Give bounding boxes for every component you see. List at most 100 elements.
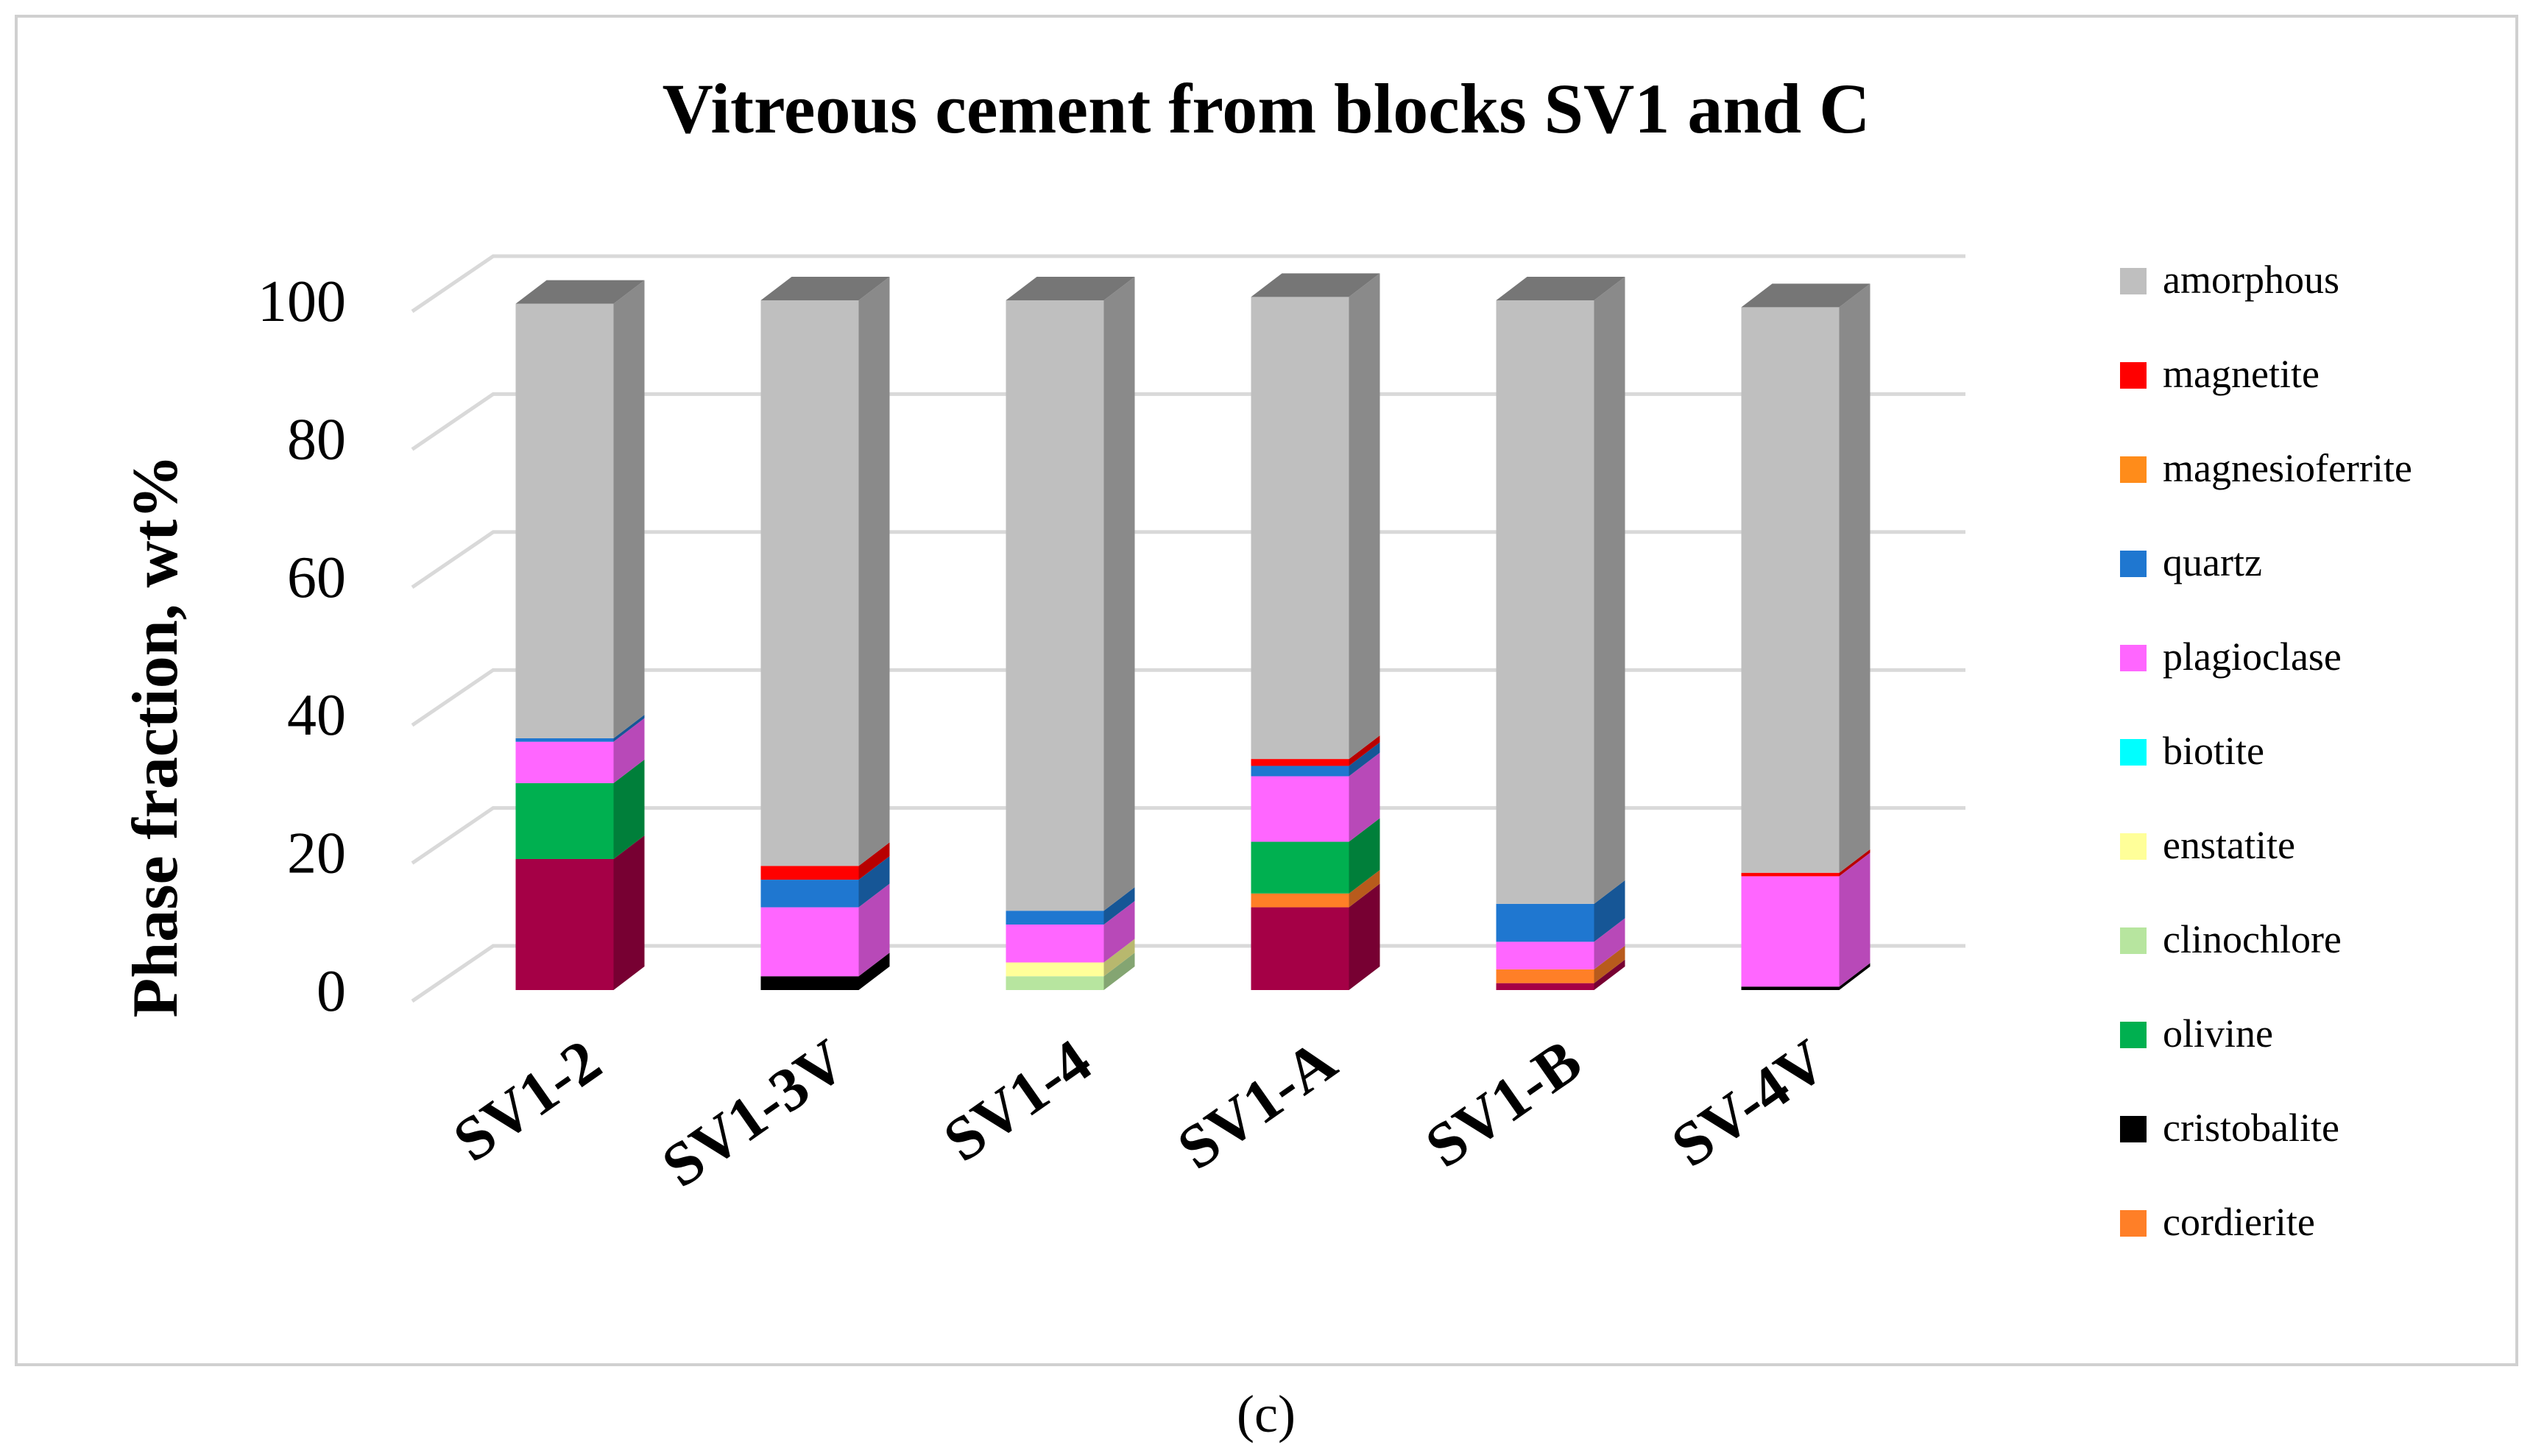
y-axis-ticks: 0 20 40 60 80 100 xyxy=(258,269,346,1024)
bar-segment-cordierite xyxy=(1251,869,1380,908)
legend-item-quartz: quartz xyxy=(2120,540,2262,584)
bar-side xyxy=(1839,852,1870,987)
bar-segment-plagioclase xyxy=(515,718,645,783)
bar-side xyxy=(1594,918,1625,969)
legend-swatch xyxy=(2120,362,2147,389)
bar-front xyxy=(1251,841,1349,894)
legend-label: olivine xyxy=(2163,1011,2273,1056)
bar-front xyxy=(1006,300,1104,911)
bar-front xyxy=(1496,969,1594,983)
legend-item-magnetite: magnetite xyxy=(2120,352,2320,396)
y-axis-label: Phase fraction, wt% xyxy=(120,455,191,1018)
legend-label: biotite xyxy=(2163,729,2264,773)
bar-segment-quartz xyxy=(515,714,645,742)
legend-item-plagioclase: plagioclase xyxy=(2120,635,2342,679)
bar-front xyxy=(1251,907,1349,990)
bar-segment-quartz xyxy=(1496,880,1625,942)
bar-segment-cristobalite xyxy=(1741,963,1870,990)
gridline xyxy=(411,254,1965,314)
bar-segment-amorphous xyxy=(1741,283,1870,873)
bar-front xyxy=(1251,776,1349,842)
bar-segment-magnetite xyxy=(1741,849,1870,877)
bar-side xyxy=(1103,900,1135,963)
bar-segment-cordierite-dark xyxy=(1496,959,1625,990)
bar-front xyxy=(1251,766,1349,777)
bar-side xyxy=(1839,849,1870,877)
bar-stack-sv1-4 xyxy=(1006,277,1135,990)
bar-stack-sv1-a xyxy=(1251,273,1380,990)
bar-side xyxy=(1349,883,1380,990)
bar-stack-sv1-3v xyxy=(760,277,890,990)
bar-segment-plagioclase xyxy=(1741,852,1870,987)
legend-label: amorphous xyxy=(2163,258,2339,302)
legend-label: plagioclase xyxy=(2163,635,2342,679)
bar-segment-magnetite xyxy=(760,842,890,880)
legend-swatch xyxy=(2120,833,2147,860)
chart-title: Vitreous cement from blocks SV1 and C xyxy=(663,69,1870,148)
bar-side xyxy=(1839,283,1870,873)
bar-front xyxy=(1496,300,1594,904)
bar-front xyxy=(1496,941,1594,969)
bar-segment-magnetite xyxy=(1251,735,1380,766)
y-tick-label: 80 xyxy=(287,407,346,472)
bar-side xyxy=(1349,735,1380,766)
bar-top xyxy=(1741,283,1870,308)
legend-label: cristobalite xyxy=(2163,1106,2339,1150)
bar-top xyxy=(1496,277,1625,300)
bar-side xyxy=(613,280,645,738)
bar-segment-amorphous xyxy=(515,280,645,738)
bar-front xyxy=(760,976,859,990)
bar-side xyxy=(1349,818,1380,894)
legend-item-magnesioferrite: magnesioferrite xyxy=(2120,446,2412,490)
bar-side xyxy=(1349,742,1380,777)
bar-front xyxy=(515,858,614,990)
legend: amorphous magnetite magnesioferrite quartz p… xyxy=(2120,258,2412,1244)
bar-segment-clinochlore xyxy=(1006,953,1135,990)
bar-front xyxy=(1741,876,1840,987)
y-tick-label: 60 xyxy=(287,545,346,610)
bar-side xyxy=(1594,277,1625,904)
bar-front xyxy=(1006,911,1104,925)
bar-segment-amorphous xyxy=(1006,277,1135,911)
legend-item-cristobalite: cristobalite xyxy=(2120,1106,2339,1150)
bar-top xyxy=(760,277,890,300)
legend-item-olivine: olivine xyxy=(2120,1011,2273,1056)
bar-side xyxy=(1839,963,1870,990)
bar-front xyxy=(515,782,614,859)
bar-front xyxy=(1251,297,1349,760)
gridline xyxy=(411,806,1965,865)
bar-top xyxy=(1006,277,1135,300)
legend-label: enstatite xyxy=(2163,823,2295,867)
bar-side xyxy=(858,842,890,880)
bar-segment-quartz xyxy=(1006,887,1135,925)
bar-segment-cordierite xyxy=(1496,945,1625,983)
bar-side xyxy=(858,856,890,908)
bar-front xyxy=(1006,924,1104,963)
legend-swatch xyxy=(2120,1022,2147,1048)
legend-label: clinochlore xyxy=(2163,917,2342,961)
legend-swatch xyxy=(2120,1116,2147,1142)
y-tick-label: 0 xyxy=(317,959,346,1024)
legend-item-clinochlore: clinochlore xyxy=(2120,917,2342,961)
bar-side xyxy=(1103,277,1135,911)
bar-segment-cristobalite xyxy=(760,953,890,990)
bar-side xyxy=(1349,869,1380,908)
bar-front xyxy=(515,303,614,738)
bar-front xyxy=(1741,307,1840,873)
bar-side xyxy=(613,835,645,990)
bar-front xyxy=(760,866,859,880)
bar-top xyxy=(1251,273,1380,297)
gridline xyxy=(411,668,1965,727)
bar-segment-plagioclase xyxy=(1496,918,1625,969)
legend-item-enstatite: enstatite xyxy=(2120,823,2295,867)
bar-front xyxy=(1496,903,1594,942)
bar-side xyxy=(858,883,890,977)
bar-stack-sv-4v xyxy=(1741,283,1870,990)
gridline xyxy=(411,530,1965,589)
bars xyxy=(515,273,1870,990)
bar-side xyxy=(1103,887,1135,925)
bar-front xyxy=(515,741,614,783)
bar-segment-cordierite-dark xyxy=(515,835,645,990)
legend-swatch xyxy=(2120,268,2147,294)
bar-front xyxy=(1741,986,1840,990)
